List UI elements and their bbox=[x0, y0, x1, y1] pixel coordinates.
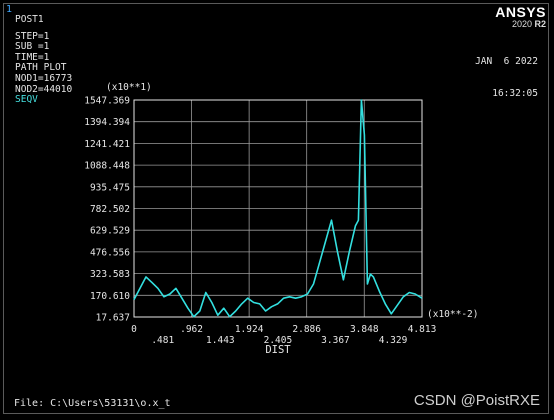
y-tick-label: 935.475 bbox=[90, 182, 130, 193]
x-axis-label: DIST bbox=[265, 344, 291, 356]
series-line-seqv bbox=[133, 99, 423, 318]
info-line-sub: SUB =1 bbox=[15, 41, 50, 53]
info-line-path-plot: PATH PLOT bbox=[15, 62, 67, 74]
y-tick-label: 1394.394 bbox=[84, 117, 130, 128]
y-tick-label: 17.637 bbox=[96, 313, 130, 324]
x-tick-label: 4.813 bbox=[408, 324, 437, 335]
info-line-nod1: NOD1=16773 bbox=[15, 72, 73, 84]
ansys-logo: ANSYS 2020 R2 bbox=[495, 4, 546, 29]
plotted-item-label: SEQV bbox=[15, 94, 38, 106]
x-tick-label: 3.848 bbox=[350, 324, 379, 335]
plot-info-block: POST1 STEP=1 SUB =1 TIME=1 PATH PLOT NOD… bbox=[15, 14, 73, 106]
timestamp-date: JAN 6 2022 bbox=[475, 56, 538, 68]
timestamp: JAN 6 2022 16:32:05 bbox=[475, 36, 538, 110]
y-tick-label: 1547.369 bbox=[84, 96, 130, 107]
x-tick-label: 4.329 bbox=[379, 335, 408, 346]
y-multiplier-label: (x10**1) bbox=[106, 82, 152, 93]
y-tick-label: 323.583 bbox=[90, 269, 130, 280]
y-tick-label: 782.502 bbox=[90, 204, 130, 215]
info-line-post: POST1 bbox=[15, 14, 44, 25]
x-tick-label: .962 bbox=[180, 324, 203, 335]
y-tick-label: 1088.448 bbox=[84, 161, 130, 172]
y-tick-label: 629.529 bbox=[90, 226, 130, 237]
brand-release: R2 bbox=[534, 19, 546, 29]
brand-version-year: 2020 bbox=[511, 19, 532, 29]
x-tick-label: 0 bbox=[131, 324, 137, 335]
file-path-line: File: C:\Users\53131\o.x_t bbox=[14, 398, 171, 409]
x-tick-label: 1.443 bbox=[206, 335, 235, 346]
brand-name: ANSYS bbox=[495, 4, 546, 20]
plot-frame bbox=[133, 99, 423, 318]
y-tick-label: 170.610 bbox=[90, 291, 130, 302]
x-tick-label: 2.886 bbox=[292, 324, 321, 335]
info-line-nod2: NOD2=44010 bbox=[15, 83, 73, 95]
brand-version: 2020 R2 bbox=[495, 19, 546, 29]
x-multiplier-label: (x10**-2) bbox=[427, 309, 478, 320]
x-tick-label: 3.367 bbox=[321, 335, 350, 346]
timestamp-time: 16:32:05 bbox=[492, 87, 538, 99]
x-tick-label: 1.924 bbox=[235, 324, 264, 335]
info-line-time: TIME=1 bbox=[15, 51, 50, 63]
graphics-window-frame bbox=[3, 3, 549, 414]
window-number: 1 bbox=[6, 4, 13, 15]
x-tick-label: 2.405 bbox=[264, 335, 293, 346]
y-tick-label: 1241.421 bbox=[84, 139, 130, 150]
info-line-step: STEP=1 bbox=[15, 30, 50, 42]
x-tick-label: .481 bbox=[151, 335, 174, 346]
watermark-text: CSDN @PoistRXE bbox=[413, 392, 540, 409]
y-tick-label: 476.556 bbox=[90, 247, 130, 258]
